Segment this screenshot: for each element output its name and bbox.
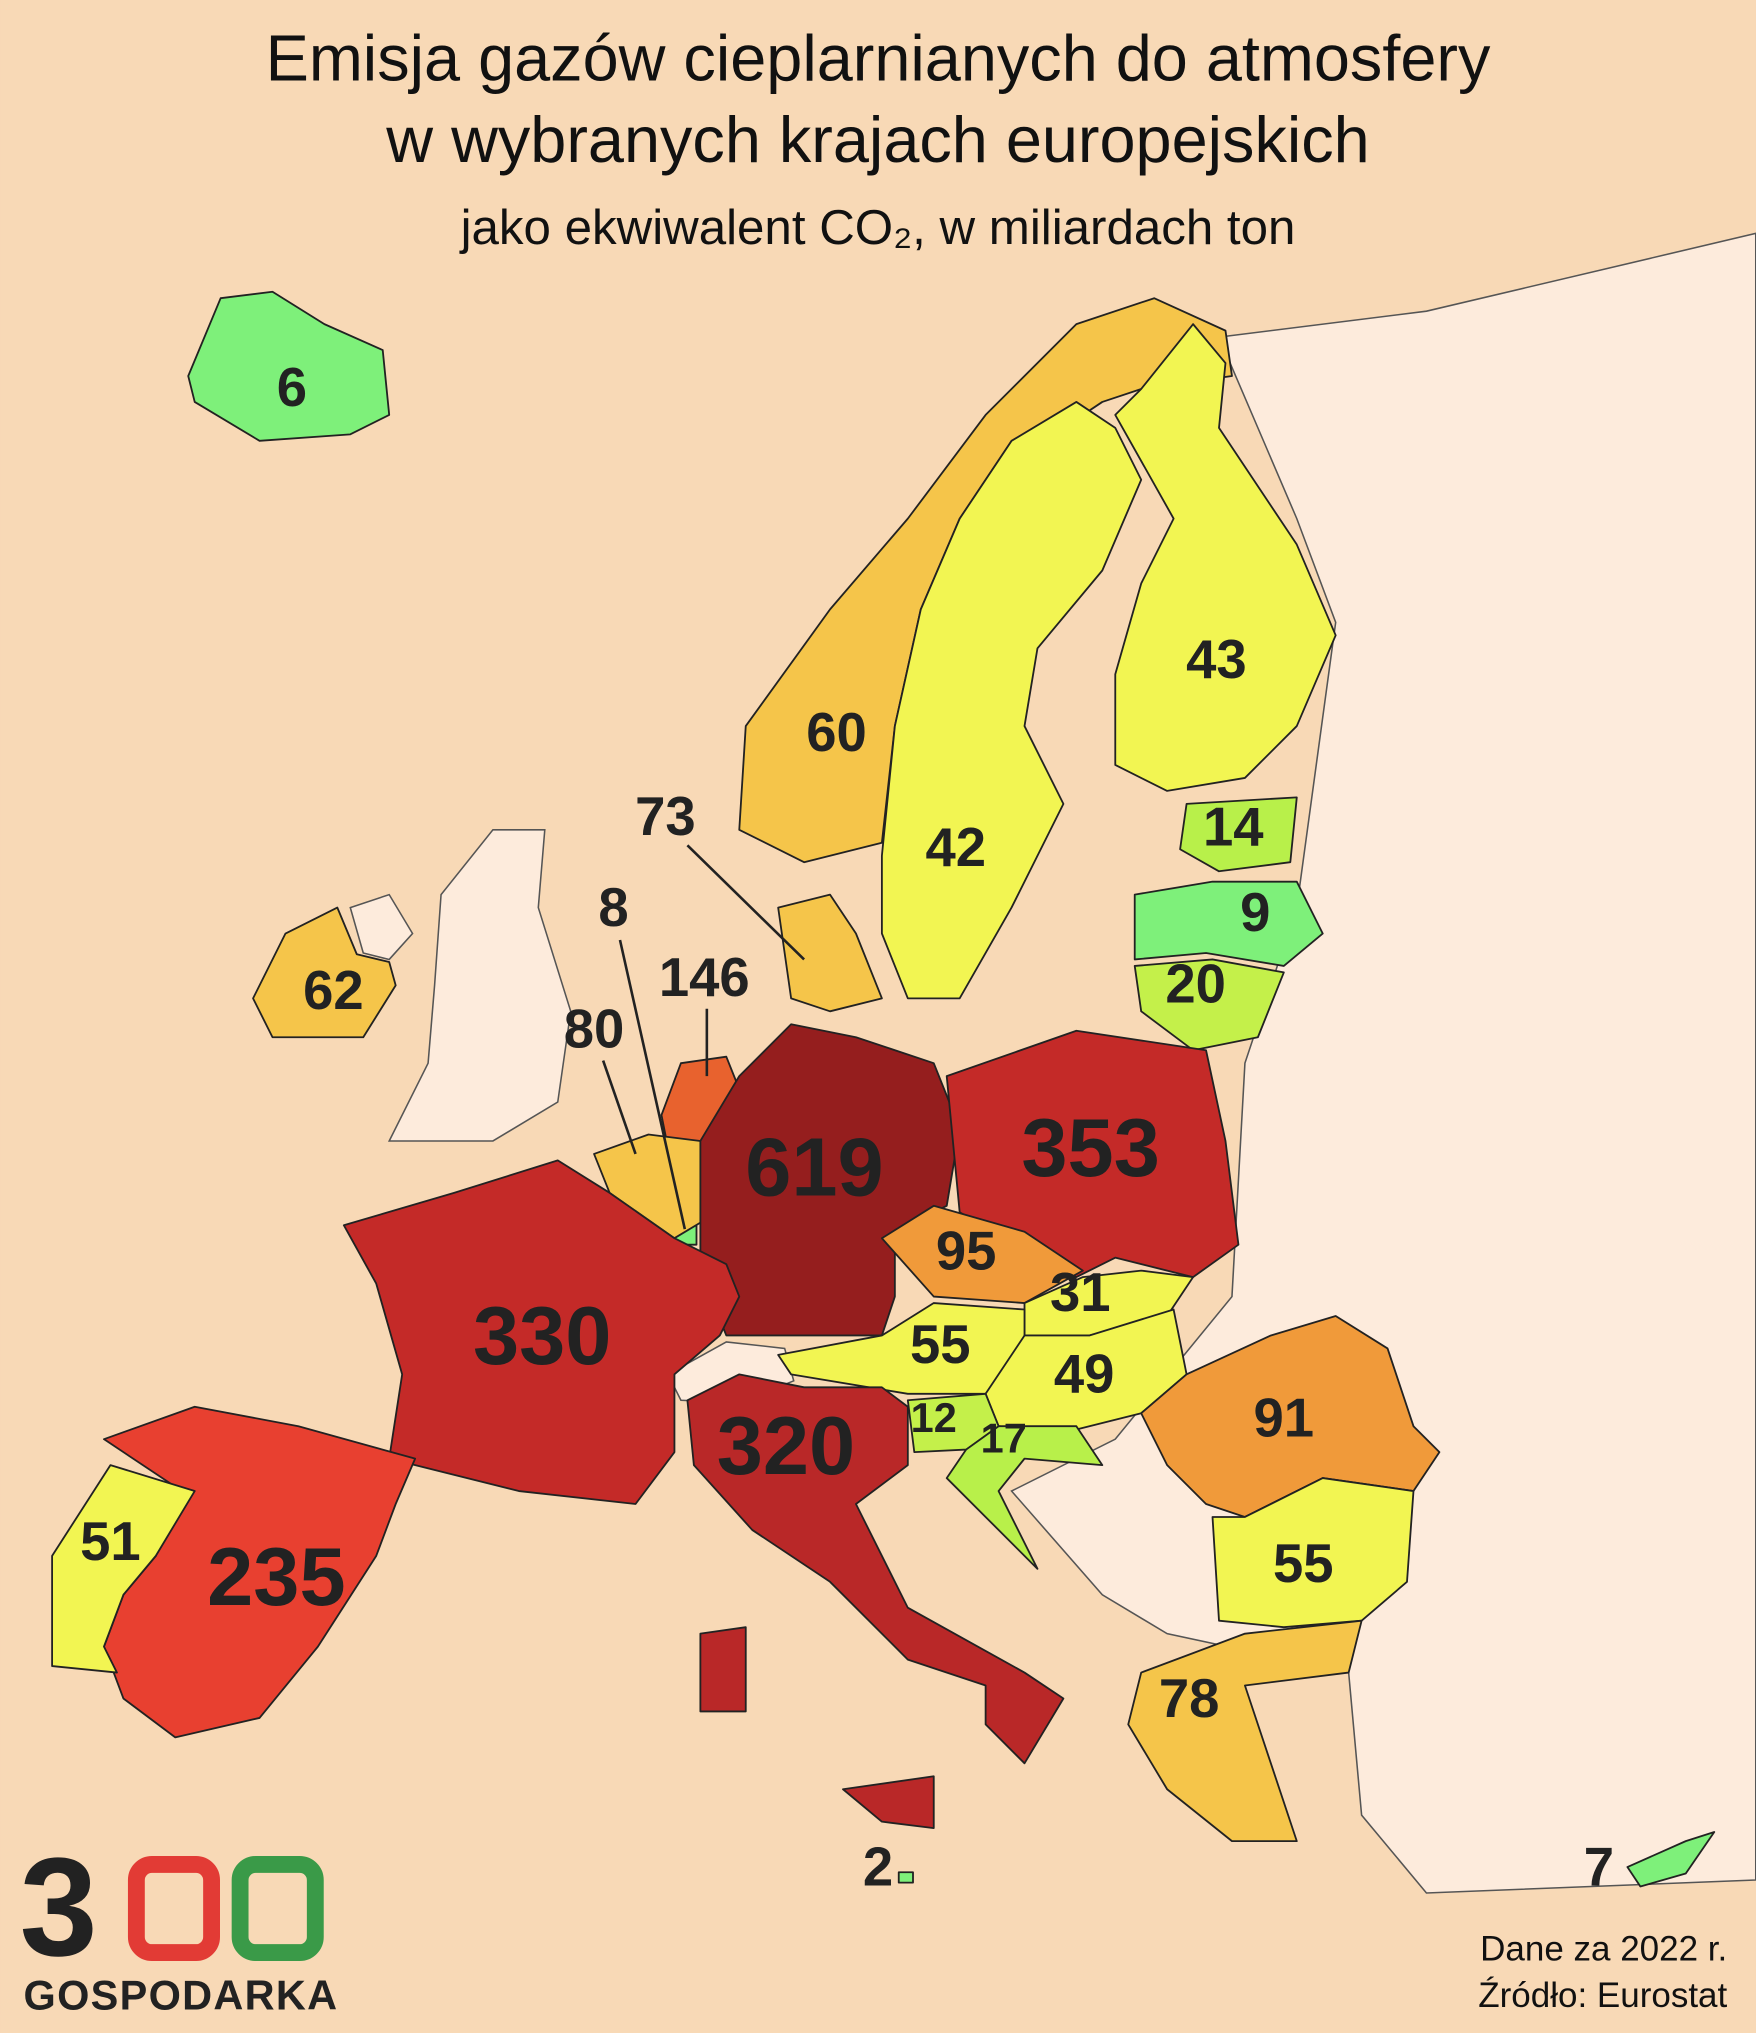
country	[252, 906, 397, 1039]
country	[777, 893, 883, 1013]
title-line-2: w wybranych krajach europejskich	[385, 103, 1369, 176]
logo: 3 GOSPODARKA	[20, 1828, 339, 2019]
value-label: 17	[981, 1415, 1027, 1462]
country	[1114, 323, 1337, 792]
value-label: 78	[1159, 1668, 1220, 1729]
value-label: 55	[1273, 1533, 1334, 1594]
labels: 6 60 42 43 14 920 738 146 80 62 619 353 95 31 55 49 91 33…	[80, 357, 1614, 1897]
value-label: 9	[1240, 882, 1270, 943]
value-label: 55	[910, 1314, 971, 1375]
title-line-1: Emisja gazów cieplarnianych do atmosfery	[266, 21, 1491, 94]
value-label: 14	[1203, 796, 1264, 857]
country	[1140, 1315, 1441, 1518]
value-label: 12	[911, 1394, 957, 1441]
value-label: 60	[806, 702, 867, 763]
country	[1179, 796, 1298, 873]
leader-line	[601, 1060, 637, 1155]
value-label: 2	[863, 1836, 893, 1897]
source: Źródło: Eurostat	[1478, 1976, 1727, 2015]
country	[1133, 880, 1324, 967]
value-label: 42	[926, 817, 987, 878]
value-label: 7	[1584, 1836, 1614, 1897]
logo-digit: 3	[20, 1828, 98, 1985]
value-label: 80	[564, 999, 625, 1060]
country	[1626, 1831, 1716, 1888]
country	[686, 1373, 1065, 1830]
country	[342, 1159, 741, 1505]
value-label: 31	[1050, 1262, 1111, 1323]
logo-shape	[127, 1856, 220, 1962]
great-britain	[387, 829, 572, 1142]
value-label: 49	[1054, 1344, 1115, 1405]
value-label: 43	[1186, 629, 1247, 690]
country	[699, 1023, 961, 1337]
country	[945, 1425, 1104, 1570]
leader-line	[686, 844, 806, 961]
subtitle: jako ekwiwalent CO₂, w miliardach ton	[459, 200, 1296, 255]
value-label: 6	[277, 357, 307, 418]
country	[880, 401, 1143, 1000]
value-label: 330	[473, 1289, 611, 1382]
logo-shape	[231, 1856, 324, 1962]
northern-ireland	[349, 893, 414, 961]
value-label: 95	[936, 1220, 997, 1281]
data-note: Dane za 2022 r.	[1480, 1929, 1727, 1968]
value-label: 353	[1021, 1101, 1159, 1194]
country	[51, 1464, 196, 1674]
value-label: 20	[1165, 953, 1226, 1014]
country	[1127, 1619, 1363, 1843]
value-label: 235	[207, 1530, 345, 1623]
value-label: 73	[635, 786, 696, 847]
value-label: 320	[717, 1399, 855, 1492]
country	[1211, 1477, 1415, 1629]
country	[1133, 958, 1285, 1052]
leader-line	[618, 939, 687, 1230]
country	[880, 1204, 1084, 1304]
logo-name: GOSPODARKA	[24, 1972, 339, 2019]
value-label: 62	[303, 960, 364, 1021]
value-label: 8	[598, 877, 628, 938]
value-label: 91	[1254, 1388, 1315, 1449]
value-label: 146	[659, 947, 750, 1008]
country	[897, 1871, 914, 1884]
value-label: 619	[745, 1120, 883, 1213]
value-label: 51	[80, 1511, 141, 1572]
regions	[51, 290, 1716, 1888]
country	[187, 290, 391, 442]
